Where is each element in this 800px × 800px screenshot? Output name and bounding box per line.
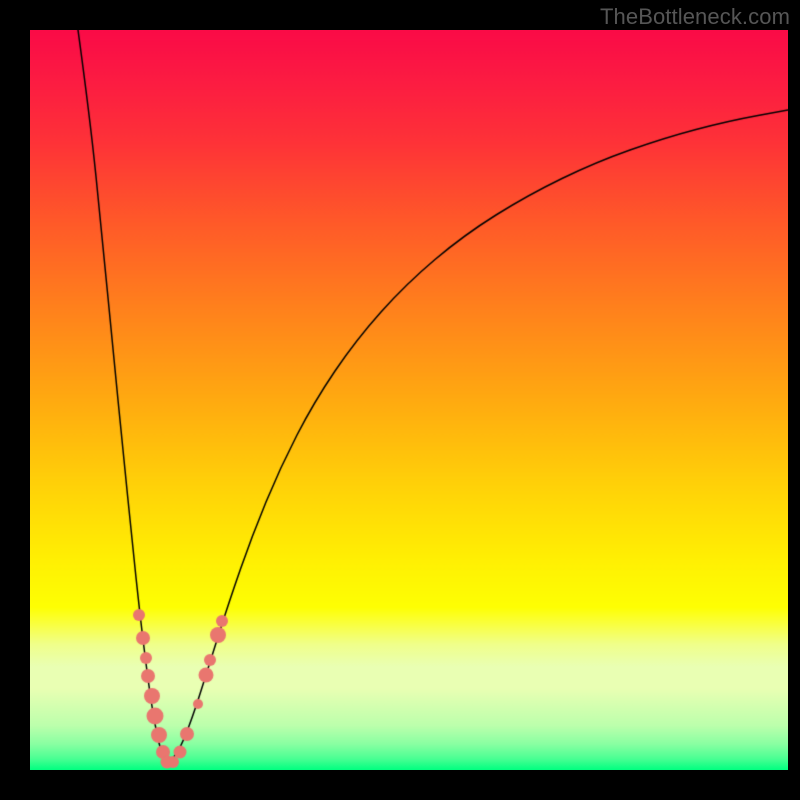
watermark-link[interactable]: TheBottleneck.com — [600, 4, 790, 30]
frame-right — [788, 0, 800, 800]
curve-layer — [0, 0, 800, 800]
frame-left — [0, 0, 30, 800]
frame-bottom — [0, 770, 800, 800]
chart-stage: TheBottleneck.com — [0, 0, 800, 800]
